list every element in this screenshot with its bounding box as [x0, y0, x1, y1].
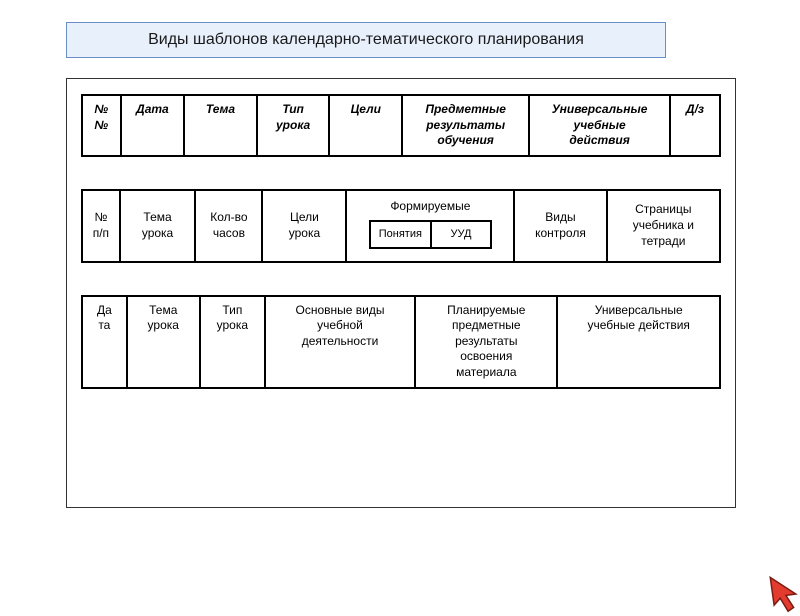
table-header: Дата — [121, 95, 185, 156]
template-table-3: Дата Темаурока Типурока Основные видыуче… — [81, 295, 721, 389]
table-header: Типурока — [200, 296, 265, 388]
table-subheader: Понятия — [369, 220, 432, 248]
table-header: Д/з — [670, 95, 720, 156]
page-title: Виды шаблонов календарно-тематического п… — [66, 22, 666, 58]
table-header: Видыконтроля — [514, 190, 606, 262]
table-header: Типурока — [257, 95, 330, 156]
table-subheader: УУД — [432, 220, 492, 248]
table-header: Планируемыепредметныерезультатыосвоениям… — [415, 296, 557, 388]
table-header: Дата — [82, 296, 127, 388]
table-header-label: Формируемые — [355, 199, 505, 215]
table-header: Темаурока — [120, 190, 196, 262]
table-header: Универсальныеучебные действия — [557, 296, 720, 388]
table-header-group: Формируемые Понятия УУД — [346, 190, 514, 262]
table-header: Кол-вочасов — [195, 190, 262, 262]
table-header: Предметныерезультатыобучения — [402, 95, 529, 156]
template-table-2: №п/п Темаурока Кол-вочасов Целиурока Фор… — [81, 189, 721, 263]
table-header: Темаурока — [127, 296, 200, 388]
table-header: Универсальныеучебныедействия — [529, 95, 670, 156]
table-header: Основные видыучебнойдеятельности — [265, 296, 415, 388]
templates-container: №№ Дата Тема Типурока Цели Предметныерез… — [66, 78, 736, 508]
table-header: Цели — [329, 95, 402, 156]
table-header: Тема — [184, 95, 257, 156]
table-header: Целиурока — [262, 190, 346, 262]
template-table-1: №№ Дата Тема Типурока Цели Предметныерез… — [81, 94, 721, 157]
table-header: №п/п — [82, 190, 120, 262]
table-header: Страницыучебника итетради — [607, 190, 720, 262]
table-header: №№ — [82, 95, 121, 156]
